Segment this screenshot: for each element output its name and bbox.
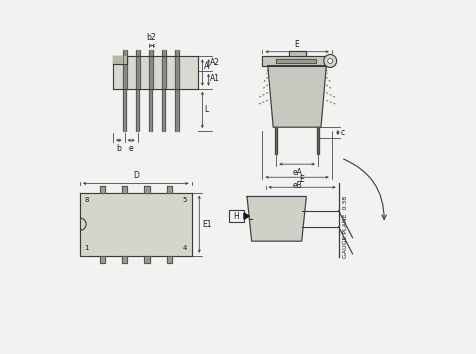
Polygon shape: [176, 89, 178, 131]
Polygon shape: [167, 186, 172, 193]
Text: A1: A1: [210, 74, 220, 84]
Text: A2: A2: [210, 58, 220, 67]
Text: b2: b2: [146, 34, 156, 42]
Polygon shape: [123, 50, 127, 89]
Text: 1: 1: [85, 245, 89, 251]
Text: H: H: [233, 212, 239, 221]
Text: A: A: [204, 62, 209, 70]
Polygon shape: [113, 56, 198, 89]
Polygon shape: [162, 50, 166, 89]
Text: eA: eA: [292, 168, 302, 177]
Circle shape: [328, 58, 333, 63]
Polygon shape: [144, 256, 149, 263]
Text: e: e: [129, 144, 133, 153]
Polygon shape: [244, 213, 249, 219]
Polygon shape: [276, 59, 316, 63]
Polygon shape: [275, 127, 278, 154]
Polygon shape: [99, 256, 105, 263]
Polygon shape: [288, 51, 306, 56]
Text: E: E: [295, 40, 299, 48]
Text: E: E: [300, 175, 305, 184]
Text: 5: 5: [183, 197, 187, 203]
Text: c: c: [340, 128, 344, 137]
Polygon shape: [268, 65, 327, 127]
Polygon shape: [262, 56, 332, 65]
Polygon shape: [113, 56, 127, 64]
Polygon shape: [162, 89, 166, 131]
Text: E1: E1: [202, 220, 212, 229]
Polygon shape: [80, 193, 191, 256]
Text: b: b: [117, 144, 121, 153]
Text: L: L: [204, 105, 208, 114]
Polygon shape: [167, 256, 172, 263]
Bar: [228, 210, 244, 222]
FancyArrowPatch shape: [344, 159, 387, 219]
Text: 4: 4: [183, 245, 187, 251]
Text: 8: 8: [85, 197, 89, 203]
Polygon shape: [247, 196, 307, 241]
Circle shape: [324, 55, 337, 67]
Polygon shape: [122, 256, 127, 263]
Polygon shape: [123, 89, 126, 131]
Polygon shape: [122, 186, 127, 193]
Polygon shape: [144, 186, 149, 193]
Polygon shape: [175, 50, 179, 89]
Text: D: D: [133, 171, 139, 180]
Polygon shape: [99, 186, 105, 193]
Polygon shape: [136, 50, 139, 89]
Text: eB: eB: [292, 181, 302, 190]
Polygon shape: [136, 89, 139, 131]
Polygon shape: [317, 127, 319, 154]
Polygon shape: [149, 89, 152, 131]
Text: GAUGE PLANE  0.38: GAUGE PLANE 0.38: [343, 195, 348, 258]
Polygon shape: [149, 50, 153, 89]
